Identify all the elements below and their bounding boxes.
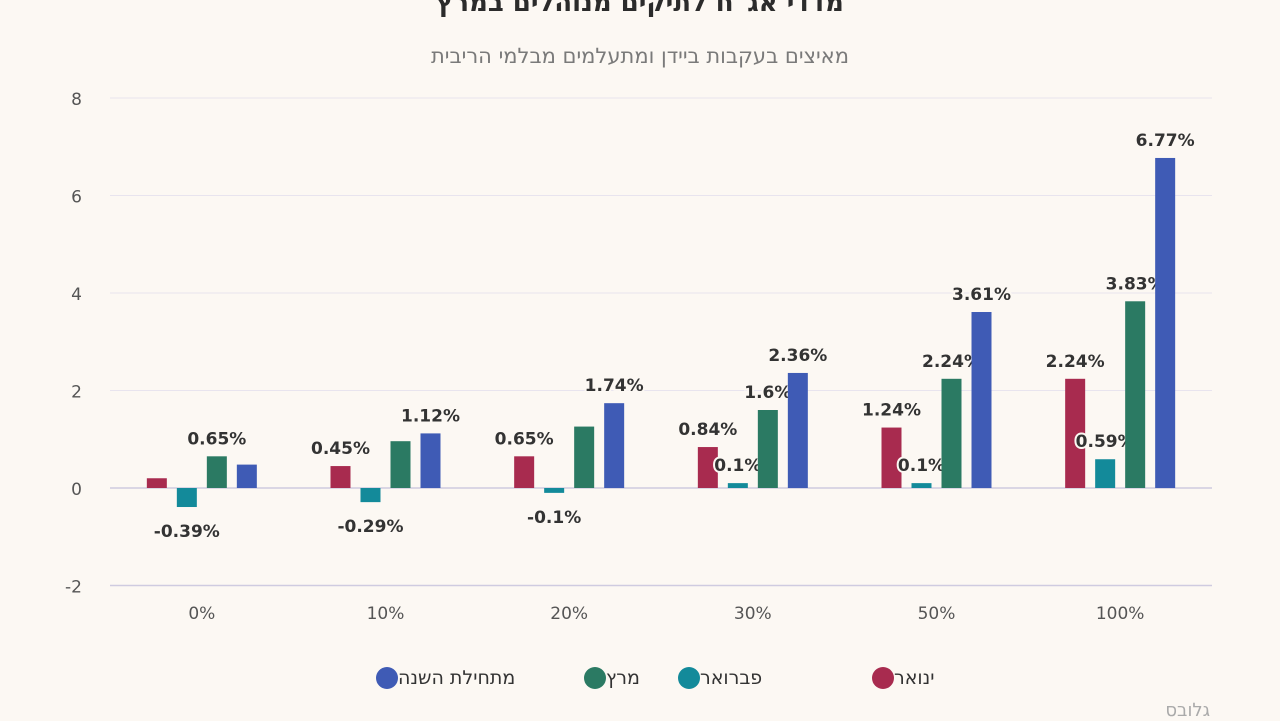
legend-swatch-february <box>678 667 700 689</box>
legend-label-february: פברואר <box>700 667 763 689</box>
x-tick-label: 20% <box>550 604 588 624</box>
data-label-4-5: 3.61% <box>952 285 1011 305</box>
bar-4-3 <box>604 403 625 488</box>
x-tick-label: 30% <box>734 604 772 624</box>
data-label-2-2: -0.29% <box>337 517 403 537</box>
data-label-1-5: 1.24% <box>862 401 921 421</box>
bar-1-4 <box>697 447 718 488</box>
x-tick-label: 100% <box>1096 604 1145 624</box>
bar-3-5 <box>941 378 962 488</box>
data-label-2-4: 0.1% <box>714 456 761 476</box>
x-tick-label: 0% <box>188 604 215 624</box>
bar-1-6 <box>1065 378 1086 488</box>
bar-3-1 <box>206 456 227 488</box>
bar-4-2 <box>420 433 441 488</box>
legend-swatch-january <box>872 667 894 689</box>
data-label-4-6: 6.77% <box>1136 131 1195 151</box>
bar-3-6 <box>1125 301 1146 488</box>
data-label-1-2: 0.45% <box>311 439 370 459</box>
data-label-4-2: 1.12% <box>401 406 460 426</box>
data-label-2-1: -0.39% <box>154 522 220 542</box>
bar-chart: 8 6 4 2 0 -2 0% -0.39% 0.65% 10% 0.45% -0.29% 1.12% 2… <box>65 90 1212 624</box>
bar-1-3 <box>514 456 535 488</box>
legend-swatch-march <box>584 667 606 689</box>
bar-1-1 <box>146 478 167 488</box>
bar-4-4 <box>787 372 808 488</box>
bar-2-6 <box>1095 459 1116 488</box>
y-tick-label: 8 <box>71 90 82 110</box>
legend-item-january: ינואר <box>862 660 934 696</box>
bar-3-3 <box>574 426 595 488</box>
legend-swatch-ytd <box>376 667 398 689</box>
bar-3-2 <box>390 441 411 488</box>
legend-item-march: מרץ <box>574 660 640 696</box>
legend-label-march: מרץ <box>606 667 640 689</box>
data-label-1-3: 0.65% <box>495 429 554 449</box>
bar-2-2 <box>360 488 381 503</box>
data-label-4-4: 2.36% <box>768 346 827 366</box>
data-label-1-4: 0.84% <box>678 420 737 440</box>
legend-item-february: פברואר <box>668 660 762 696</box>
data-label-3-1: 0.65% <box>187 429 246 449</box>
y-tick-label: 2 <box>71 383 82 403</box>
bar-2-1 <box>176 488 197 508</box>
data-label-4-3: 1.74% <box>585 376 644 396</box>
legend-label-january: ינואר <box>894 667 935 689</box>
bar-1-2 <box>330 466 351 488</box>
data-label-1-6: 2.24% <box>1046 352 1105 372</box>
bar-1-5 <box>881 427 902 488</box>
y-tick-label: -2 <box>65 578 82 598</box>
bar-2-5 <box>911 483 932 488</box>
bar-2-3 <box>544 488 565 493</box>
legend-label-ytd: מתחילת השנה <box>398 667 516 689</box>
y-tick-label: 6 <box>71 188 82 208</box>
bar-4-6 <box>1155 157 1176 488</box>
chart-subtitle: מאיצים בעקבות ביידן ומתעלמים מבלמי הריבי… <box>430 44 849 68</box>
y-tick-label: 4 <box>71 285 82 305</box>
x-tick-label: 50% <box>918 604 956 624</box>
legend-item-ytd: מתחילת השנה <box>366 660 515 696</box>
x-tick-label: 10% <box>367 604 405 624</box>
bar-2-4 <box>727 483 748 488</box>
data-label-2-5: 0.1% <box>898 456 945 476</box>
chart-legend: ינואר פברואר מרץ מתחילת השנה <box>0 660 1280 696</box>
y-tick-label: 0 <box>71 480 82 500</box>
bar-4-1 <box>236 464 257 488</box>
chart-title: מדדי אג"ח לתיקים מנוהלים במרץ <box>436 0 844 18</box>
data-label-2-3: -0.1% <box>527 508 581 528</box>
data-label-3-4: 1.6% <box>744 383 791 403</box>
bar-4-5 <box>971 312 992 488</box>
source-credit: גלובס <box>1165 700 1210 721</box>
bar-3-4 <box>757 410 778 488</box>
